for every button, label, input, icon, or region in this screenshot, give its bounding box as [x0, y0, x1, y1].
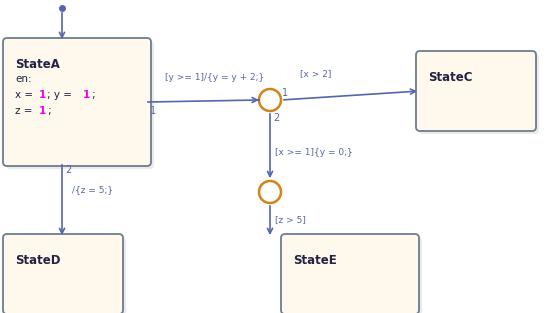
Text: 2: 2: [273, 113, 279, 123]
Text: x =: x =: [15, 90, 36, 100]
FancyBboxPatch shape: [6, 237, 126, 313]
Text: ;: ;: [91, 90, 94, 100]
Text: ; y =: ; y =: [47, 90, 75, 100]
Text: 1: 1: [282, 88, 288, 98]
Text: en:: en:: [15, 74, 32, 84]
Text: StateD: StateD: [15, 254, 60, 267]
FancyBboxPatch shape: [281, 234, 419, 313]
FancyBboxPatch shape: [3, 38, 151, 166]
Text: 2: 2: [65, 165, 71, 175]
Circle shape: [259, 181, 281, 203]
Text: /{z = 5;}: /{z = 5;}: [72, 185, 113, 194]
Text: [x > 2]: [x > 2]: [300, 69, 332, 78]
FancyBboxPatch shape: [419, 54, 539, 134]
Text: 1: 1: [39, 90, 46, 100]
Text: StateC: StateC: [428, 71, 473, 84]
Text: StateA: StateA: [15, 58, 60, 71]
Text: [x >= 1]{y = 0;}: [x >= 1]{y = 0;}: [275, 148, 353, 157]
FancyBboxPatch shape: [416, 51, 536, 131]
Text: 1: 1: [39, 106, 46, 116]
Text: StateE: StateE: [293, 254, 337, 267]
FancyBboxPatch shape: [3, 234, 123, 313]
FancyBboxPatch shape: [6, 41, 154, 169]
Text: 1: 1: [83, 90, 90, 100]
Text: [y >= 1]/{y = y + 2;}: [y >= 1]/{y = y + 2;}: [165, 73, 264, 82]
Circle shape: [259, 89, 281, 111]
FancyBboxPatch shape: [284, 237, 422, 313]
Text: [z > 5]: [z > 5]: [275, 215, 306, 224]
Text: ;: ;: [47, 106, 51, 116]
Text: 1: 1: [150, 106, 156, 116]
Text: z =: z =: [15, 106, 36, 116]
